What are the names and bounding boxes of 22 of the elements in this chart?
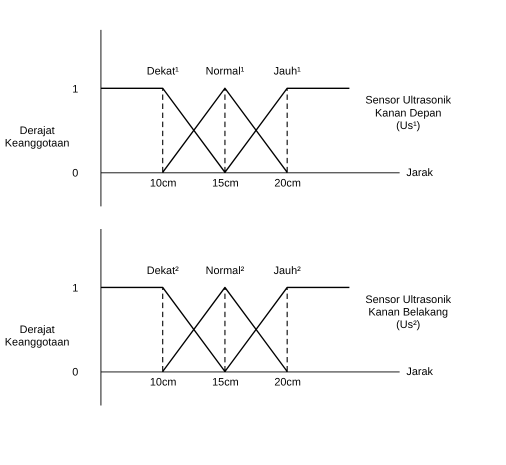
x-tick-label: 10cm [150, 376, 176, 388]
annotation: Sensor Ultrasonik Kanan Belakang (Us²) [365, 294, 452, 332]
series-label: Jauh¹ [274, 66, 302, 78]
y-tick-label: 1 [72, 282, 78, 294]
x-tick-label: 10cm [150, 177, 176, 190]
x-tick-label: 20cm [274, 177, 301, 190]
y-tick-label: 0 [72, 366, 78, 379]
y-tick-label: 0 [72, 167, 78, 180]
x-tick-label: 15cm [212, 177, 239, 190]
x-axis-title: Jarak [406, 366, 434, 378]
series-label: Dekat² [146, 264, 180, 277]
series-label: Jauh² [274, 264, 302, 277]
annotation: Sensor Ultrasonik Kanan Depan (Us¹) [365, 94, 452, 132]
series-label: Normal¹ [206, 66, 245, 78]
y-tick-label: 1 [72, 83, 78, 96]
y-axis-title: Derajat Keanggotaan [4, 324, 70, 349]
x-axis-title: Jarak [406, 166, 434, 179]
series-label: Normal² [206, 264, 245, 277]
y-axis-title: Derajat Keanggotaan [4, 124, 70, 150]
x-tick-label: 15cm [212, 376, 239, 388]
x-tick-label: 20cm [274, 376, 301, 388]
series-label: Dekat¹ [146, 66, 180, 78]
